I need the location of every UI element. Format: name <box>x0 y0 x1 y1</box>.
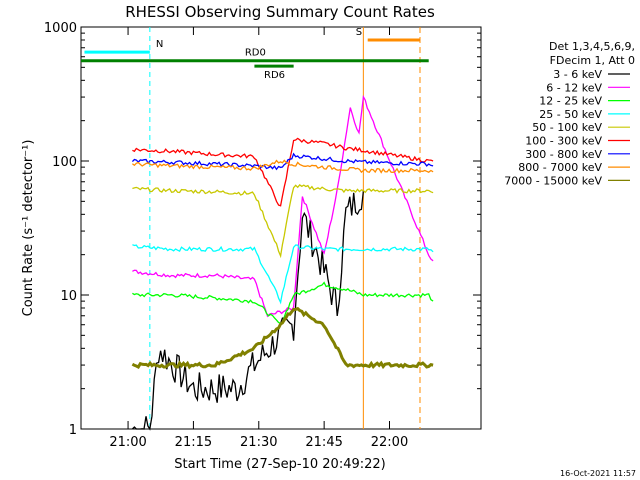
legend-label: 25 - 50 keV <box>539 108 602 121</box>
x-axis-label: Start Time (27-Sep-10 20:49:22) <box>174 457 385 472</box>
legend-label: 6 - 12 keV <box>546 81 602 94</box>
series-line-0 <box>131 190 365 431</box>
legend-label: 100 - 300 keV <box>525 135 602 148</box>
legend-header-line-2: FDecim 1, Att 0 <box>550 54 635 67</box>
y-tick-label: 1000 <box>44 21 77 36</box>
series-line-3 <box>132 244 434 305</box>
legend-label: 7000 - 15000 keV <box>504 174 602 187</box>
x-tick-label: 21:15 <box>175 435 212 450</box>
annotation-label: N <box>156 39 163 50</box>
series-line-5 <box>132 137 434 207</box>
series-line-6 <box>131 152 434 171</box>
y-tick-label: 10 <box>60 289 77 304</box>
x-tick-label: 21:45 <box>305 435 342 450</box>
legend-label: 800 - 7000 keV <box>518 161 602 174</box>
y-tick-label: 1 <box>69 423 77 438</box>
timestamp: 16-Oct-2021 11:57 <box>560 469 636 478</box>
x-tick-label: 21:00 <box>109 435 146 450</box>
legend-label: 12 - 25 keV <box>539 95 602 108</box>
y-tick-label: 100 <box>52 155 77 170</box>
legend-header-line-1: Det 1,3,4,5,6,9, <box>549 40 635 53</box>
series-line-8 <box>131 306 434 370</box>
x-tick-label: 22:00 <box>371 435 408 450</box>
legend-label: 3 - 6 keV <box>553 68 602 81</box>
series-line-1 <box>132 94 434 318</box>
annotation-label: S <box>356 27 362 38</box>
plot-area: 1 10 100 1000 21:00 21:15 21:30 21:45 22:00 N S RD0… <box>44 21 481 450</box>
legend-label: 300 - 800 keV <box>525 148 602 161</box>
series-line-4 <box>132 184 434 259</box>
plot-frame <box>80 26 482 430</box>
annotation-label: RD0 <box>245 48 266 59</box>
annotation-label: RD6 <box>264 70 285 81</box>
chart-title: RHESSI Observing Summary Count Rates <box>125 3 435 21</box>
x-tick-label: 21:30 <box>240 435 277 450</box>
legend-label: 50 - 100 keV <box>532 121 602 134</box>
series-line-7 <box>131 159 434 174</box>
y-axis-label: Count Rate (s⁻¹ detector⁻¹) <box>21 140 36 317</box>
